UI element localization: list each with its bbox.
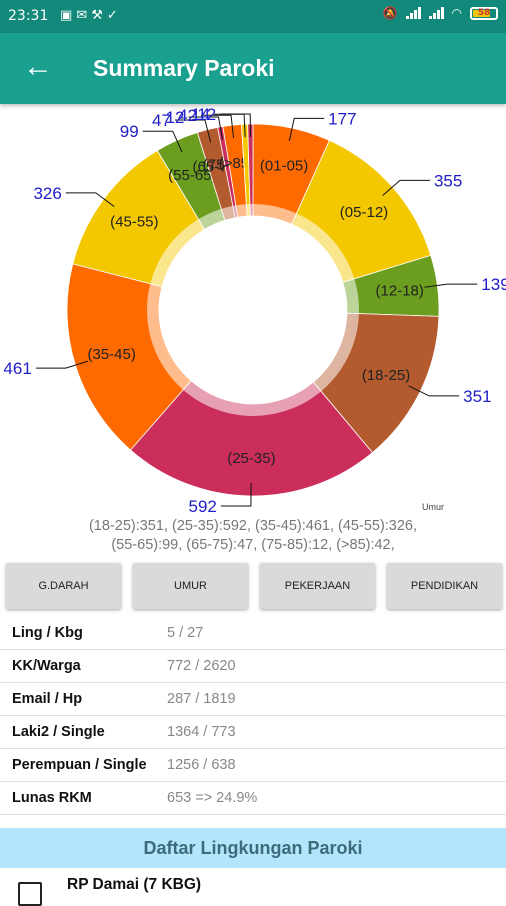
stat-row: Ling / Kbg 5 / 27	[0, 617, 506, 650]
list-item-name: RP Damai (7 KBG)	[67, 876, 202, 893]
donut-hole	[159, 216, 347, 404]
category-buttons: G.DARAH UMUR PEKERJAAN PENDIDIKAN	[6, 563, 502, 609]
stat-label: Laki2 / Single	[12, 724, 105, 740]
summary-line: (18-25):351, (25-35):592, (35-45):461, (…	[88, 518, 418, 534]
leader-line	[65, 192, 115, 208]
image-icon: ▣	[60, 8, 77, 23]
age-donut-chart: (01-05) 177 (05-12) 355 (12-18) 139 (18-25) 351…	[0, 104, 506, 524]
value-label: 592	[189, 497, 217, 516]
chart-svg: (01-05) 177 (05-12) 355 (12-18) 139 (18-25) 351…	[3, 105, 506, 516]
slice-label: (35-45)	[87, 346, 135, 363]
stat-value: 1256 / 638	[167, 757, 236, 773]
list-header: Daftar Lingkungan Paroki	[0, 828, 506, 868]
stat-label: Perempuan / Single	[12, 757, 147, 773]
value-label: 139	[481, 275, 506, 294]
status-bar: 23:31 ▣✉⚒✓ 🔕 ◠ 58	[0, 0, 506, 33]
chart-description: Umur	[422, 502, 444, 512]
summary-line: (55-65):99, (65-75):47, (75-85):12, (>85…	[111, 537, 395, 553]
slice-label: (05-12)	[340, 204, 388, 221]
mute-icon: 🔕	[382, 6, 398, 20]
leader-line	[288, 117, 325, 141]
leader-line	[174, 119, 212, 143]
leader-line	[142, 130, 183, 153]
slice-label: (18-25)	[362, 367, 410, 384]
value-label: 351	[463, 387, 491, 406]
age-summary: (18-25):351, (25-35):592, (35-45):461, (…	[0, 517, 506, 555]
page-title: Summary Paroki	[93, 55, 275, 81]
leader-line	[424, 283, 478, 288]
battery-icon: 58	[470, 6, 498, 20]
value-label: 12	[166, 108, 185, 127]
list-item[interactable]: RP Damai (7 KBG)	[0, 868, 506, 906]
signal-icon	[428, 7, 444, 19]
slice-label: (45-55)	[110, 214, 158, 231]
leader-line	[408, 385, 460, 397]
stat-row: KK/Warga 772 / 2620	[0, 650, 506, 683]
stat-value: 5 / 27	[167, 625, 204, 641]
stat-label: KK/Warga	[12, 658, 81, 674]
battery-level: 58	[477, 7, 491, 18]
umur-button[interactable]: UMUR	[133, 563, 248, 609]
value-label: 461	[3, 359, 31, 378]
status-time: 23:31	[8, 8, 49, 24]
leader-line	[220, 482, 252, 507]
stats-table: Ling / Kbg 5 / 27 KK/Warga 772 / 2620 Emai…	[0, 617, 506, 815]
stat-value: 1364 / 773	[167, 724, 236, 740]
arrow-left-icon[interactable]: ←	[23, 50, 53, 83]
value-label: 326	[33, 184, 61, 203]
stat-value: 287 / 1819	[167, 691, 236, 707]
value-label: 14	[191, 105, 210, 124]
value-label: 47	[152, 111, 171, 130]
value-label: 355	[434, 171, 462, 190]
slice-label: (25-35)	[227, 450, 275, 467]
stat-row: Email / Hp 287 / 1819	[0, 683, 506, 716]
check-icon: ✓	[106, 8, 122, 23]
mail-icon: ✉	[76, 8, 92, 23]
gdarah-button[interactable]: G.DARAH	[6, 563, 121, 609]
status-right-icons: 🔕 ◠ 58	[383, 6, 498, 20]
stat-label: Ling / Kbg	[12, 625, 83, 641]
value-label: 99	[120, 122, 139, 141]
signal-icon	[405, 7, 421, 19]
slice-label: (55-65)	[168, 167, 216, 184]
slice-label: (01-05)	[260, 157, 308, 174]
stat-row: Lunas RKM 653 => 24.9%	[0, 782, 506, 815]
pekerjaan-button[interactable]: PEKERJAAN	[260, 563, 375, 609]
donut-ring	[147, 204, 359, 416]
stat-row: Perempuan / Single 1256 / 638	[0, 749, 506, 782]
leader-line	[220, 113, 252, 138]
notification-icons: ▣✉⚒✓	[60, 8, 122, 23]
value-label: 42	[178, 106, 197, 125]
leader-line	[35, 360, 88, 369]
pendidikan-button[interactable]: PENDIDIKAN	[387, 563, 502, 609]
slice-label: (12-18)	[376, 282, 424, 299]
stat-label: Lunas RKM	[12, 790, 92, 806]
wrench-icon: ⚒	[91, 8, 107, 23]
leader-line	[382, 179, 430, 196]
leader-line	[201, 114, 235, 139]
app-bar: ← Summary Paroki	[0, 33, 506, 104]
stat-row: Laki2 / Single 1364 / 773	[0, 716, 506, 749]
leader-line	[188, 116, 224, 140]
item-checkbox[interactable]	[18, 882, 42, 906]
value-label: 12	[197, 105, 216, 124]
stat-value: 772 / 2620	[167, 658, 236, 674]
value-label: 177	[328, 109, 356, 128]
stat-value: 653 => 24.9%	[167, 790, 258, 806]
wifi-icon: ◠	[451, 6, 462, 20]
stat-label: Email / Hp	[12, 691, 83, 707]
